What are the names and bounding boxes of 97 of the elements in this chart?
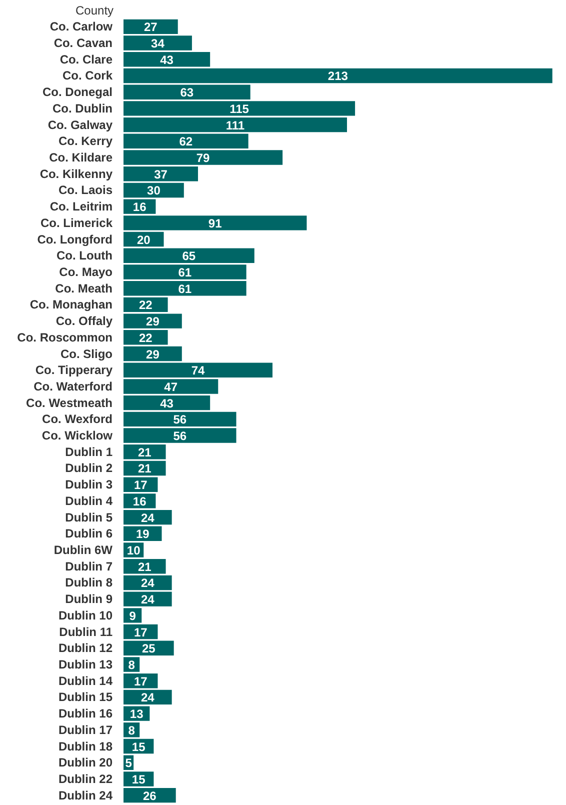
- data-label: 61: [178, 282, 192, 296]
- y-tick-label: Co. Carlow: [50, 20, 114, 34]
- y-tick-label: Co. Kilkenny: [40, 166, 113, 181]
- data-label: 25: [142, 642, 156, 656]
- y-tick-label: Co. Wexford: [42, 412, 113, 426]
- data-label: 213: [328, 69, 348, 84]
- y-tick-label: Dublin 6: [65, 526, 113, 541]
- data-label: 24: [140, 690, 155, 705]
- y-tick-label: Dublin 13: [58, 657, 113, 672]
- data-label: 5: [125, 756, 132, 770]
- data-label: 15: [132, 740, 146, 754]
- data-label: 63: [180, 86, 194, 100]
- y-tick-label: Dublin 5: [65, 510, 113, 524]
- y-tick-label: Dublin 9: [65, 592, 113, 606]
- y-tick-label: Dublin 24: [58, 788, 113, 802]
- data-label: 61: [178, 265, 192, 280]
- data-label: 17: [134, 625, 148, 640]
- y-tick-label: Dublin 6W: [54, 543, 114, 558]
- data-label: 34: [151, 36, 165, 51]
- y-tick-label: Co. Monaghan: [30, 298, 113, 312]
- data-label: 16: [132, 200, 147, 214]
- data-label: 79: [196, 151, 210, 166]
- data-label: 15: [132, 772, 146, 786]
- y-tick-label: Dublin 15: [58, 690, 113, 704]
- y-tick-label: Co. Galway: [48, 118, 113, 132]
- data-label: 56: [173, 429, 187, 444]
- data-label: 26: [143, 788, 157, 803]
- y-tick-label: Co. Louth: [56, 248, 113, 263]
- data-label: 111: [226, 118, 245, 132]
- data-label: 47: [164, 380, 178, 394]
- data-label: 10: [126, 544, 141, 558]
- y-tick-label: Co. Cavan: [54, 36, 113, 50]
- data-label: 8: [128, 723, 136, 738]
- data-label: 30: [147, 184, 161, 198]
- y-tick-label: Co. Offaly: [56, 314, 113, 328]
- y-tick-label: Co. Laois: [58, 183, 113, 198]
- data-label: 29: [146, 314, 160, 329]
- data-label: 22: [138, 298, 153, 312]
- y-tick-label: Co. Limerick: [40, 216, 113, 230]
- data-label: 19: [136, 527, 150, 542]
- y-tick-label: Dublin 11: [59, 624, 113, 639]
- data-label: 20: [136, 232, 151, 247]
- y-tick-label: Dublin 20: [58, 756, 113, 770]
- data-label: 24: [140, 576, 155, 590]
- data-label: 56: [173, 412, 187, 427]
- data-label: 9: [129, 608, 136, 623]
- data-label: 24: [140, 592, 155, 607]
- y-tick-label: Co. Westmeath: [26, 396, 113, 410]
- y-tick-label: Dublin 18: [58, 739, 113, 754]
- data-label: 62: [179, 134, 193, 149]
- y-tick-label: Dublin 8: [65, 576, 113, 590]
- data-label: 13: [130, 707, 144, 722]
- data-label: 43: [160, 52, 174, 67]
- data-label: 16: [132, 494, 147, 508]
- y-tick-label: Dublin 22: [58, 772, 113, 786]
- data-label: 37: [154, 167, 168, 182]
- data-label: 22: [138, 330, 153, 345]
- y-tick-label: Co. Kerry: [58, 134, 113, 148]
- data-label: 74: [191, 364, 205, 378]
- y-tick-label: Dublin 14: [58, 674, 113, 688]
- data-label: 21: [138, 560, 152, 574]
- data-label: 115: [230, 102, 250, 116]
- y-tick-label: Dublin 1: [65, 444, 113, 459]
- y-tick-label: Dublin 7: [65, 559, 113, 574]
- data-label: 27: [144, 20, 158, 34]
- y-tick-label: Co. Tipperary: [35, 363, 113, 378]
- data-label: 17: [134, 478, 148, 492]
- y-tick-label: Dublin 2: [65, 461, 113, 476]
- data-label: 21: [138, 445, 152, 460]
- y-tick-label: Co. Dublin: [52, 101, 113, 116]
- data-label: 29: [146, 347, 160, 362]
- y-tick-label: Co. Wicklow: [42, 428, 114, 443]
- data-label: 65: [182, 249, 196, 264]
- y-tick-label: Co. Cork: [62, 68, 113, 83]
- data-label: 43: [160, 396, 174, 410]
- y-tick-label: Dublin 16: [58, 706, 113, 721]
- y-tick-label: Co. Donegal: [42, 85, 113, 100]
- y-tick-label: Dublin 17: [58, 722, 113, 737]
- y-tick-label: Dublin 10: [58, 608, 113, 622]
- data-label: 91: [208, 216, 222, 230]
- y-tick-label: Co. Roscommon: [17, 330, 113, 344]
- y-tick-label: Co. Leitrim: [50, 200, 112, 214]
- y-axis-title: County: [76, 4, 114, 18]
- y-tick-label: Co. Clare: [60, 52, 113, 66]
- y-tick-label: Dublin 4: [65, 494, 113, 508]
- data-label: 8: [128, 658, 136, 672]
- y-tick-label: Dublin 3: [65, 478, 113, 492]
- y-tick-label: Co. Sligo: [60, 346, 113, 361]
- y-tick-label: Co. Kildare: [49, 150, 113, 165]
- data-label: 17: [134, 674, 148, 688]
- y-tick-label: Co. Waterford: [34, 379, 113, 394]
- y-tick-label: Co. Mayo: [59, 264, 113, 279]
- data-label: 24: [140, 510, 155, 525]
- data-label: 21: [138, 462, 152, 476]
- y-tick-label: Co. Meath: [55, 281, 113, 296]
- y-tick-label: Dublin 12: [58, 641, 113, 656]
- y-tick-label: Co. Longford: [37, 232, 112, 246]
